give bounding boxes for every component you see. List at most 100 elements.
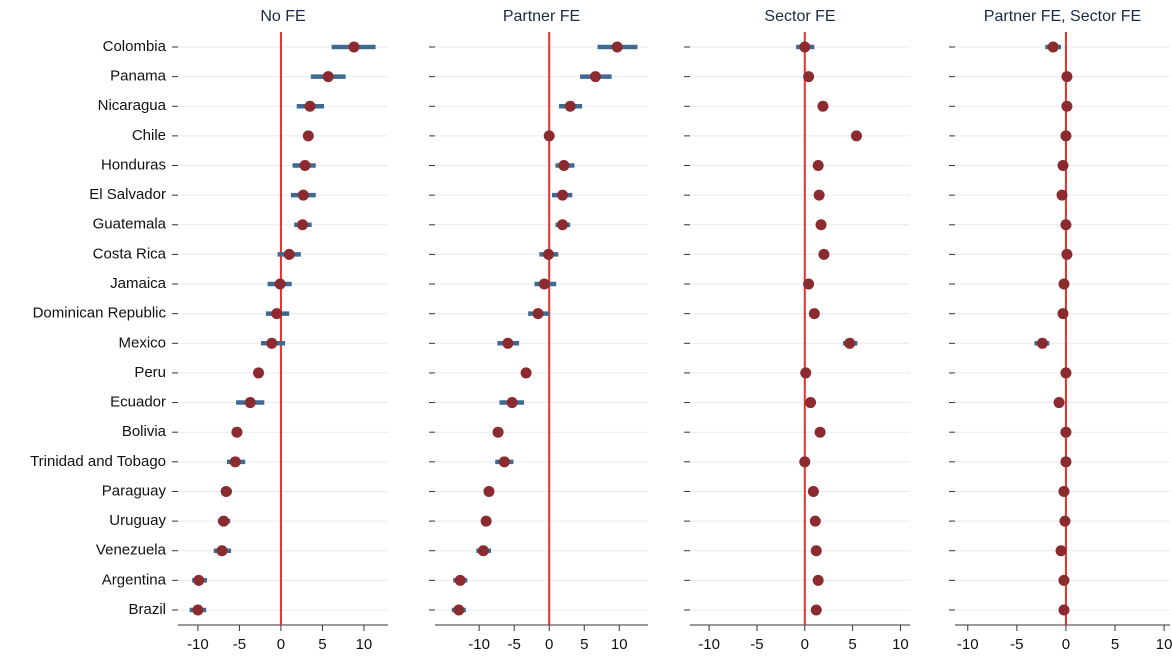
x-tick-label: -5 (750, 636, 763, 653)
point-estimate (543, 248, 555, 260)
point-estimate (498, 456, 510, 468)
point-estimate (1060, 219, 1072, 231)
point-estimate (1055, 545, 1067, 557)
category-label: Honduras (101, 156, 166, 173)
point-estimate (532, 308, 544, 320)
point-estimate (218, 515, 230, 527)
x-tick-label: -5 (233, 636, 246, 653)
category-label: Ecuador (110, 394, 166, 411)
point-estimate (557, 219, 569, 231)
category-label: Peru (134, 364, 166, 381)
point-estimate (815, 219, 827, 231)
point-estimate (850, 130, 862, 142)
point-estimate (808, 308, 820, 320)
point-estimate (1058, 604, 1070, 616)
point-estimate (1058, 574, 1070, 586)
category-label: Chile (132, 127, 166, 144)
point-estimate (1061, 71, 1073, 83)
point-estimate (1061, 100, 1073, 112)
point-estimate (266, 337, 278, 349)
category-label: Panama (110, 68, 167, 85)
point-estimate (543, 130, 555, 142)
point-estimate (1058, 278, 1070, 290)
x-tick-label: -10 (468, 636, 490, 653)
point-estimate (220, 485, 232, 497)
point-estimate (502, 337, 514, 349)
point-estimate (454, 574, 466, 586)
category-label: Nicaragua (98, 97, 167, 114)
category-label: Mexico (118, 334, 166, 351)
point-estimate (274, 278, 286, 290)
point-estimate (1036, 337, 1048, 349)
point-estimate (564, 100, 576, 112)
x-tick-label: 0 (277, 636, 285, 653)
point-estimate (558, 160, 570, 172)
x-tick-label: -10 (698, 636, 720, 653)
category-label: Guatemala (93, 216, 167, 233)
point-estimate (557, 189, 569, 201)
point-estimate (611, 41, 623, 53)
point-estimate (1060, 367, 1072, 379)
point-estimate (538, 278, 550, 290)
point-estimate (480, 515, 492, 527)
point-estimate (193, 574, 205, 586)
point-estimate (348, 41, 360, 53)
point-estimate (1057, 160, 1069, 172)
panel-title: Partner FE (503, 8, 580, 25)
category-label: Trinidad and Tobago (30, 453, 166, 470)
x-tick-label: 0 (545, 636, 553, 653)
point-estimate (1061, 248, 1073, 260)
point-estimate (844, 337, 856, 349)
x-tick-label: -10 (957, 636, 979, 653)
point-estimate (483, 485, 495, 497)
point-estimate (253, 367, 265, 379)
point-estimate (302, 130, 314, 142)
point-estimate (589, 71, 601, 83)
x-tick-label: 0 (1062, 636, 1070, 653)
point-estimate (1060, 456, 1072, 468)
category-label: El Salvador (89, 186, 166, 203)
point-estimate (807, 485, 819, 497)
x-tick-label: 10 (1156, 636, 1172, 653)
category-label: Bolivia (122, 423, 167, 440)
point-estimate (812, 574, 824, 586)
point-estimate (799, 41, 811, 53)
point-estimate (810, 545, 822, 557)
point-estimate (304, 100, 316, 112)
point-estimate (520, 367, 532, 379)
point-estimate (244, 397, 256, 409)
point-estimate (805, 397, 817, 409)
category-label: Uruguay (109, 512, 166, 529)
point-estimate (799, 456, 811, 468)
x-tick-label: 10 (892, 636, 909, 653)
category-label: Brazil (128, 601, 166, 618)
point-estimate (216, 545, 228, 557)
point-estimate (1060, 130, 1072, 142)
category-label: Argentina (102, 571, 167, 588)
point-estimate (297, 189, 309, 201)
panel-title: No FE (260, 8, 305, 25)
x-tick-label: -10 (187, 636, 209, 653)
point-estimate (814, 426, 826, 438)
panel-title: Partner FE, Sector FE (984, 8, 1141, 25)
point-estimate (271, 308, 283, 320)
point-estimate (192, 604, 204, 616)
category-label: Jamaica (110, 275, 167, 292)
point-estimate (813, 189, 825, 201)
point-estimate (231, 426, 243, 438)
point-estimate (812, 160, 824, 172)
category-label: Colombia (103, 38, 167, 55)
point-estimate (492, 426, 504, 438)
point-estimate (803, 71, 815, 83)
category-label: Costa Rica (93, 245, 167, 262)
x-tick-label: 5 (318, 636, 326, 653)
point-estimate (803, 278, 815, 290)
point-estimate (818, 248, 830, 260)
point-estimate (506, 397, 518, 409)
point-estimate (817, 100, 829, 112)
category-label: Dominican Republic (33, 305, 167, 322)
point-estimate (453, 604, 465, 616)
x-tick-label: 10 (356, 636, 373, 653)
point-estimate (1056, 189, 1068, 201)
